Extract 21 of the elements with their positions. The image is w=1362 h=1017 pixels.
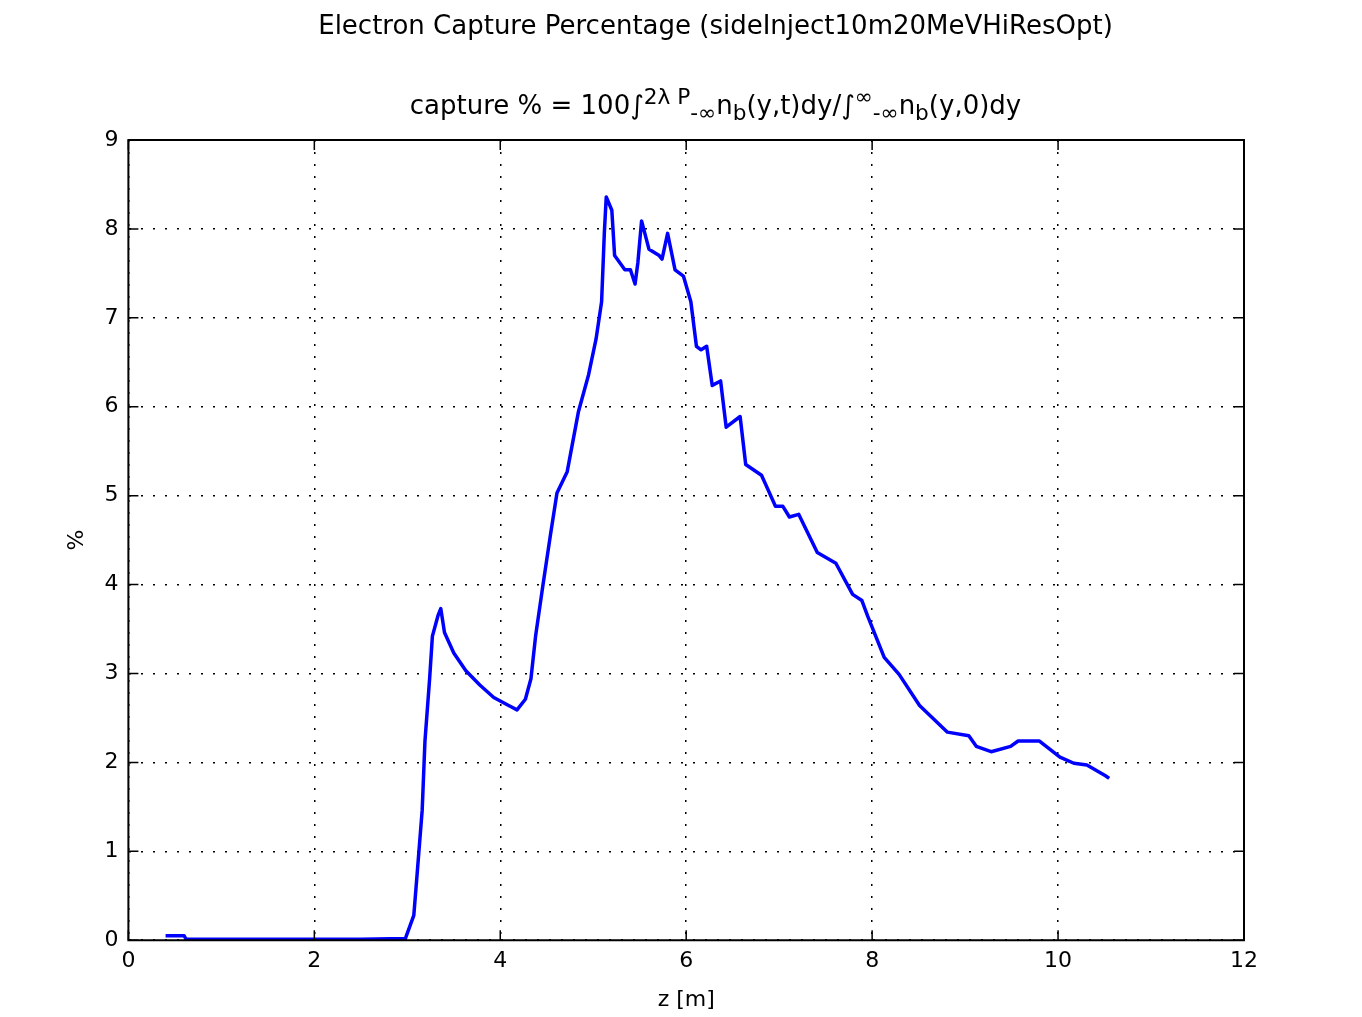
chart-title: Electron Capture Percentage (sideInject10m20MeVHiResOpt) bbox=[317, 10, 1114, 40]
x-tick-label: 12 bbox=[1230, 947, 1258, 973]
y-tick-label: 1 bbox=[104, 837, 119, 863]
y-tick-label: 4 bbox=[104, 570, 119, 596]
x-tick-label: 8 bbox=[865, 947, 880, 973]
x-tick-label: 0 bbox=[121, 947, 136, 973]
x-tick-label: 6 bbox=[679, 947, 694, 973]
y-tick-label: 8 bbox=[104, 214, 119, 240]
y-tick-label: 0 bbox=[104, 925, 119, 951]
x-axis-title: z [m] bbox=[657, 985, 715, 1011]
x-tick-label: 10 bbox=[1044, 947, 1073, 973]
y-tick-label: 2 bbox=[104, 748, 119, 774]
text: capture % = 100∫$^{2λ P}$$_{-∞}$n$_{b}$(y,t)dy/∫$^{∞}$$_{-∞}$n$_{b}$(y,0)dy bbox=[409, 84, 1022, 125]
y-tick-label: 9 bbox=[104, 125, 119, 151]
y-tick-label: 6 bbox=[104, 392, 119, 418]
y-tick-label: 3 bbox=[104, 659, 119, 685]
y-axis-title: % bbox=[62, 529, 88, 551]
y-tick-label: 5 bbox=[104, 481, 119, 507]
y-tick-label: 7 bbox=[104, 303, 119, 329]
x-tick-label: 4 bbox=[493, 947, 508, 973]
x-tick-label: 2 bbox=[307, 947, 322, 973]
